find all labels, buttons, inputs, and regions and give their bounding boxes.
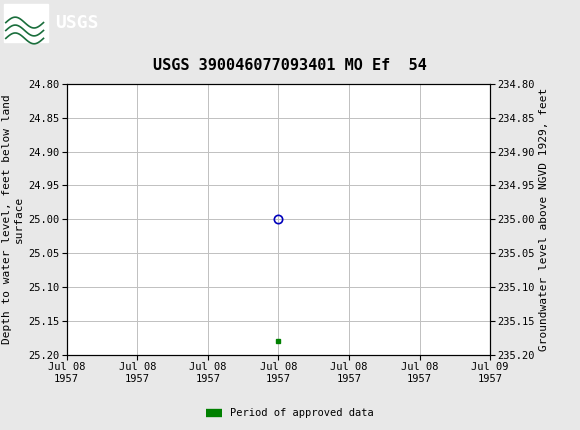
Y-axis label: Groundwater level above NGVD 1929, feet: Groundwater level above NGVD 1929, feet (539, 88, 549, 351)
Text: USGS: USGS (55, 14, 99, 31)
Legend: Period of approved data: Period of approved data (202, 404, 378, 423)
Text: USGS 390046077093401 MO Ef  54: USGS 390046077093401 MO Ef 54 (153, 58, 427, 73)
Y-axis label: Depth to water level, feet below land
surface: Depth to water level, feet below land su… (2, 95, 24, 344)
FancyBboxPatch shape (4, 3, 48, 42)
